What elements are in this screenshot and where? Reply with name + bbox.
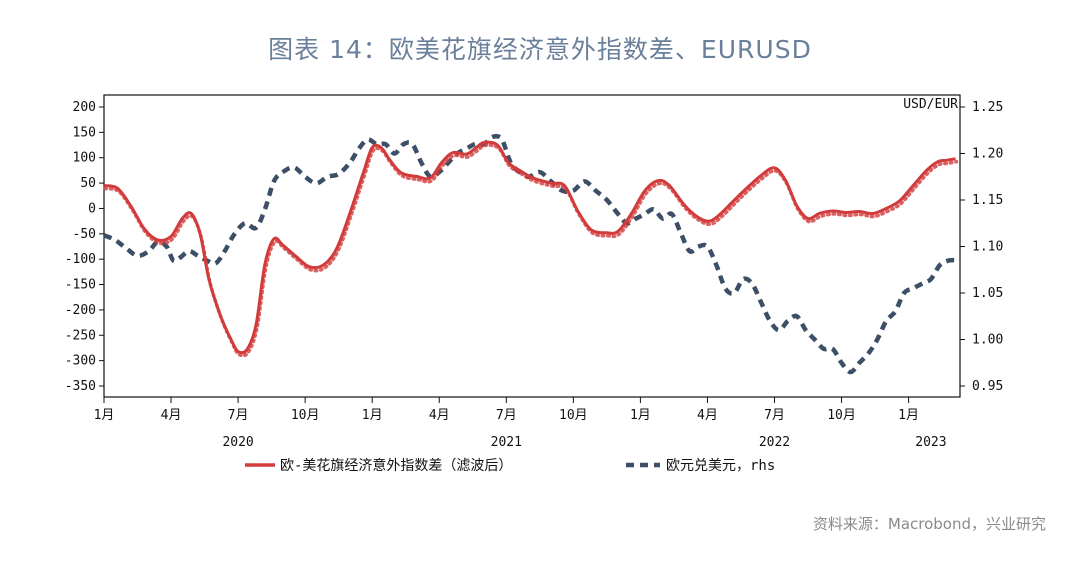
right-axis-label: USD/EUR <box>903 97 958 112</box>
chart-area: 200150100500-50-100-150-200-250-300-350 … <box>65 94 1003 474</box>
x-tick-label: 10月 <box>559 408 588 423</box>
legend-label-surprise: 欧-美花旗经济意外指数差（滤波后） <box>280 457 512 474</box>
right-tick-label: 1.00 <box>972 333 1003 348</box>
right-tick-label: 1.10 <box>972 240 1003 255</box>
left-axis: 200 150 100 50 0 -50 -100 -150 -200 -250 -300 -350 <box>65 100 104 394</box>
left-tick-label: -250 <box>65 328 96 343</box>
x-tick-label: 7月 <box>496 408 517 423</box>
plot-frame <box>103 94 961 398</box>
right-axis: 1.25 1.20 1.15 1.10 1.05 1.00 0.95 USD/EUR <box>903 97 1003 394</box>
series-layer <box>103 133 959 375</box>
left-tick-label: -300 <box>65 354 96 369</box>
right-tick-label: 1.05 <box>972 286 1003 301</box>
year-label: 2021 <box>491 435 522 450</box>
left-tick-label: -100 <box>65 252 96 267</box>
left-tick-label: 50 <box>80 176 96 191</box>
left-tick-label: 0 <box>88 201 96 216</box>
chart-title: 图表 14：欧美花旗经济意外指数差、EURUSD <box>268 35 812 64</box>
x-tick-label: 10月 <box>827 408 856 423</box>
left-tick-label: -200 <box>65 303 96 318</box>
right-tick-label: 1.15 <box>972 193 1003 208</box>
x-tick-label: 10月 <box>291 408 320 423</box>
x-tick-label: 1月 <box>362 408 383 423</box>
left-tick-label: 150 <box>73 125 96 140</box>
eurusd-line <box>103 133 958 375</box>
source-note: 资料来源：Macrobond，兴业研究 <box>812 515 1046 533</box>
x-tick-label: 4月 <box>697 408 718 423</box>
x-tick-label: 1月 <box>898 408 919 423</box>
left-tick-label: 200 <box>73 100 96 115</box>
right-tick-label: 0.95 <box>972 379 1003 394</box>
legend-label-eurusd: 欧元兑美元，rhs <box>666 458 775 474</box>
surprise-index-line <box>103 140 956 355</box>
legend: 欧-美花旗经济意外指数差（滤波后） 欧元兑美元，rhs <box>245 457 775 474</box>
left-tick-label: 100 <box>73 151 96 166</box>
right-tick-label: 1.25 <box>972 100 1003 115</box>
plot-border <box>103 94 961 398</box>
x-tick-label: 4月 <box>161 408 182 423</box>
x-tick-label: 1月 <box>630 408 651 423</box>
right-tick-label: 1.20 <box>972 147 1003 162</box>
left-tick-label: -350 <box>65 379 96 394</box>
year-label: 2022 <box>759 435 790 450</box>
x-tick-label: 1月 <box>94 408 115 423</box>
x-axis: 1月 4月 7月 10月 1月 4月 7月 10月 1月 4月 7月 10月 1月 2020 2021 202… <box>94 397 947 450</box>
left-tick-label: -50 <box>73 227 96 242</box>
x-tick-label: 7月 <box>228 408 249 423</box>
left-tick-label: -150 <box>65 278 96 293</box>
year-label: 2020 <box>222 435 253 450</box>
year-label: 2023 <box>915 435 946 450</box>
x-tick-label: 7月 <box>764 408 785 423</box>
x-tick-label: 4月 <box>429 408 450 423</box>
